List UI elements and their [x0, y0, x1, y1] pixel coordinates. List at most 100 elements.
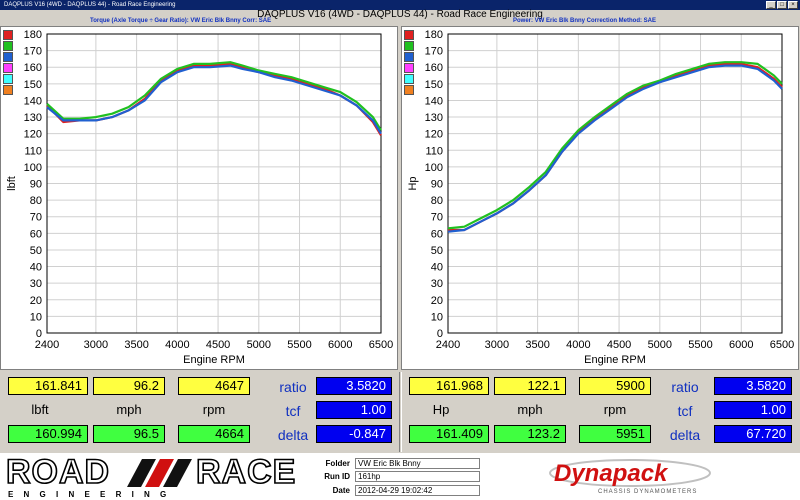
legend-swatch[interactable]	[404, 41, 414, 51]
legend-swatch[interactable]	[3, 85, 13, 95]
torque-chart-panel: 0 10 20 30 40 50 60 70 80 90 100 110 120 130 140 150 160…	[0, 26, 398, 370]
y-tick-label: 150	[24, 79, 42, 91]
x-tick-label: 4000	[165, 339, 189, 351]
window-title: DAQPLUS V16 (4WD - DAQPLUS 44) - Road Ra…	[4, 2, 176, 8]
ratio-label: ratio	[671, 379, 699, 395]
close-icon[interactable]: ×	[788, 1, 798, 9]
x-tick-label: 3000	[84, 339, 108, 351]
tcf-value: 1.00	[714, 401, 792, 419]
x-tick-label: 3000	[485, 339, 509, 351]
y-tick-label: 20	[30, 295, 42, 307]
y-tick-label: 70	[30, 212, 42, 224]
y-tick-label: 10	[30, 311, 42, 323]
y-tick-label: 120	[24, 129, 42, 141]
power-cursor-mph: 123.2	[494, 425, 566, 443]
legend-swatch[interactable]	[404, 30, 414, 40]
y-tick-label: 120	[425, 129, 443, 141]
dynapack-logo: Dynapack CHASSIS DYNAMOMETERS	[549, 459, 711, 495]
series-line	[46, 62, 382, 136]
y-tick-label: 180	[425, 29, 443, 41]
y-tick-label: 140	[425, 95, 443, 107]
y-tick-label: 100	[24, 162, 42, 174]
legend-swatch[interactable]	[3, 52, 13, 62]
y-tick-label: 0	[437, 328, 443, 340]
y-tick-label: 180	[24, 29, 42, 41]
y-axis-label: lbft	[6, 176, 18, 191]
x-tick-label: 2400	[35, 339, 59, 351]
road-race-logo: ROAD RACE E N G I N E E R I N G	[5, 453, 296, 499]
plot-frame	[447, 33, 783, 334]
unit-label: mph	[517, 402, 543, 417]
x-tick-label: 6000	[729, 339, 753, 351]
y-tick-label: 130	[24, 112, 42, 124]
logo-stripe	[127, 459, 156, 487]
dynapack-text: Dynapack	[554, 460, 669, 487]
legend-swatch[interactable]	[3, 41, 13, 51]
ratio-value: 3.5820	[714, 377, 792, 395]
delta-label: delta	[277, 427, 309, 443]
torque-cursor-value: 160.994	[8, 425, 88, 443]
power-cursor-value: 161.409	[409, 425, 489, 443]
x-tick-label: 5500	[287, 339, 311, 351]
tcf-label: tcf	[285, 403, 301, 419]
x-tick-label: 5000	[247, 339, 271, 351]
logo-road-text: ROAD	[6, 453, 110, 491]
y-tick-label: 80	[431, 195, 443, 207]
date-label: Date	[332, 486, 350, 495]
runid-label: Run ID	[324, 472, 350, 481]
y-tick-label: 90	[431, 179, 443, 191]
x-tick-label: 3500	[124, 339, 148, 351]
power-peak-value: 161.968	[409, 377, 489, 395]
y-tick-label: 100	[425, 162, 443, 174]
y-tick-label: 30	[431, 278, 443, 290]
legend-swatch[interactable]	[404, 52, 414, 62]
y-tick-label: 170	[425, 46, 443, 58]
series-line	[447, 61, 783, 230]
legend-swatch[interactable]	[404, 74, 414, 84]
y-tick-label: 160	[24, 62, 42, 74]
torque-chart[interactable]: 0 10 20 30 40 50 60 70 80 90 100 110 120 130 140 150 160…	[1, 27, 399, 371]
legend-swatch[interactable]	[3, 30, 13, 40]
logo-race-text: RACE	[196, 453, 296, 491]
y-tick-label: 160	[425, 62, 443, 74]
series-line	[448, 62, 783, 232]
power-cursor-rpm: 5951	[579, 425, 651, 443]
legend-swatch[interactable]	[404, 85, 414, 95]
delta-label: delta	[669, 427, 701, 443]
unit-label: rpm	[603, 402, 627, 417]
footer: ROAD RACE E N G I N E E R I N G Folder V…	[0, 453, 800, 500]
tcf-label: tcf	[677, 403, 693, 419]
logo-stripe	[145, 459, 174, 487]
y-tick-label: 10	[431, 311, 443, 323]
power-legend	[404, 30, 414, 95]
logo-engineering-text: E N G I N E E R I N G	[8, 490, 170, 499]
folder-value: VW Eric Blk Bnny	[355, 458, 480, 469]
legend-swatch[interactable]	[404, 63, 414, 73]
torque-info: Torque (Axle Torque ÷ Gear Ratio): VW Er…	[90, 18, 272, 24]
y-tick-label: 20	[431, 295, 443, 307]
x-tick-label: 2400	[436, 339, 460, 351]
x-tick-label: 5000	[648, 339, 672, 351]
torque-peak-mph: 96.2	[93, 377, 165, 395]
legend-swatch[interactable]	[3, 63, 13, 73]
x-tick-label: 6500	[369, 339, 393, 351]
x-axis-label: Engine RPM	[183, 354, 245, 366]
logo-stripe	[163, 459, 192, 487]
y-axis-label: Hp	[407, 176, 419, 190]
x-tick-label: 3500	[525, 339, 549, 351]
y-tick-label: 60	[30, 228, 42, 240]
legend-swatch[interactable]	[3, 74, 13, 84]
power-chart[interactable]: 0 10 20 30 40 50 60 70 80 90 100 110 120 130 140 150 160…	[402, 27, 800, 371]
plot-frame	[46, 33, 382, 334]
tcf-value: 1.00	[316, 401, 392, 419]
minimize-icon[interactable]: _	[766, 1, 776, 9]
window-controls: _ □ ×	[766, 1, 798, 9]
y-tick-label: 60	[431, 228, 443, 240]
y-tick-label: 40	[30, 262, 42, 274]
y-tick-label: 130	[425, 112, 443, 124]
x-tick-label: 6000	[328, 339, 352, 351]
unit-label: rpm	[202, 402, 226, 417]
runid-value: 161hp	[355, 471, 480, 482]
maximize-icon[interactable]: □	[777, 1, 787, 9]
torque-cursor-mph: 96.5	[93, 425, 165, 443]
